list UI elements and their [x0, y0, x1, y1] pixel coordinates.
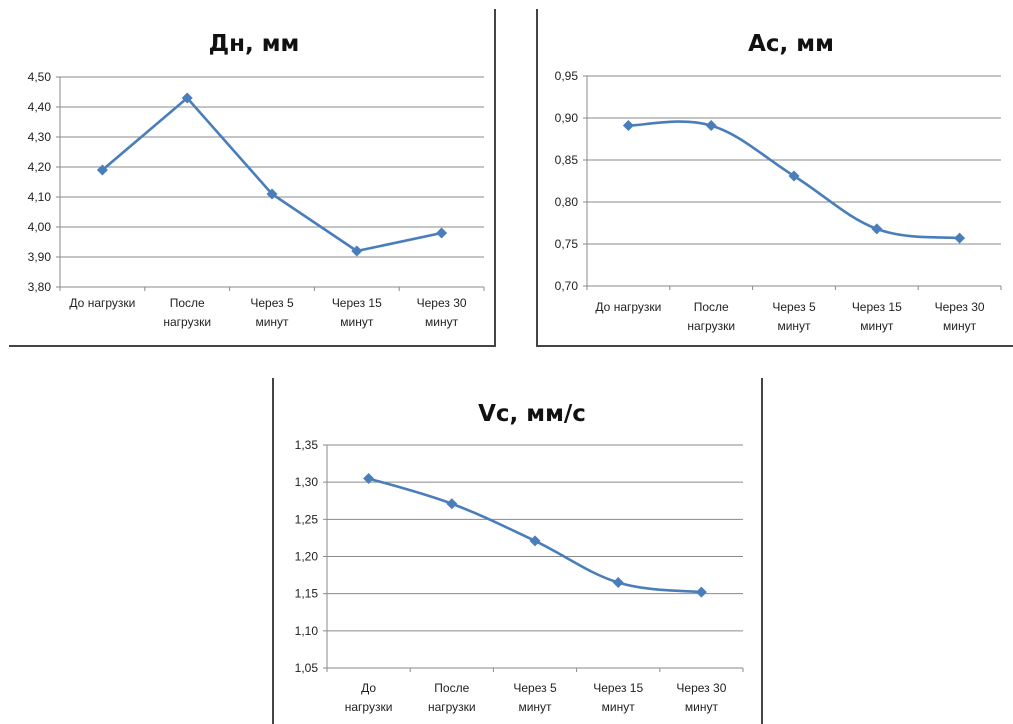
y-tick-label: 4,10 — [28, 190, 52, 204]
data-point-marker — [695, 586, 707, 598]
y-tick-label: 1,15 — [295, 587, 319, 601]
data-point-marker — [96, 164, 108, 176]
y-tick-label: 4,00 — [28, 220, 52, 234]
y-tick-label: 0,90 — [555, 111, 579, 125]
y-tick-label: 3,90 — [28, 250, 52, 264]
data-point-marker — [181, 92, 193, 104]
data-point-marker — [871, 223, 883, 235]
series-line — [101, 96, 443, 253]
chart-title: Дн, мм — [209, 31, 300, 57]
chart-dn-svg: Дн, мм 3,80 3,90 4,00 4,10 4,20 4,30 4,40 4,50 До… — [28, 31, 485, 329]
data-point-marker — [954, 232, 966, 244]
x-tick-label: После — [694, 300, 729, 314]
x-tick-label: Через 15 — [852, 300, 902, 314]
data-point-marker — [622, 120, 634, 132]
x-tick-label: минут — [777, 319, 811, 333]
data-point-marker — [351, 245, 363, 257]
x-tick-label: минут — [255, 315, 289, 329]
data-point-marker — [612, 577, 624, 589]
x-tick-label: После — [170, 296, 205, 310]
x-tick-label: минут — [425, 315, 459, 329]
x-tick-label: минут — [340, 315, 374, 329]
x-tick-label: Через 15 — [332, 296, 382, 310]
y-tick-label: 1,35 — [295, 438, 319, 452]
y-tick-label: 4,50 — [28, 70, 52, 84]
x-tick-label: Через 30 — [676, 681, 726, 695]
chart-dn: Дн, мм 3,80 3,90 4,00 4,10 4,20 4,30 4,40 4,50 До… — [9, 9, 496, 347]
x-tick-label: Через 30 — [935, 300, 985, 314]
y-tick-label: 4,20 — [28, 160, 52, 174]
data-point-marker — [705, 120, 717, 132]
data-point-marker — [446, 498, 458, 510]
x-tick-label: минут — [518, 700, 552, 714]
x-tick-label: минут — [943, 319, 977, 333]
y-tick-label: 0,85 — [555, 153, 579, 167]
data-point-marker — [529, 535, 541, 547]
y-tick-label: 1,20 — [295, 550, 319, 564]
data-point-marker — [266, 188, 278, 200]
x-tick-label: минут — [602, 700, 636, 714]
y-tick-label: 4,40 — [28, 100, 52, 114]
y-tick-label: 1,30 — [295, 475, 319, 489]
x-tick-label: Через 5 — [772, 300, 816, 314]
x-tick-label: минут — [860, 319, 894, 333]
series-line — [367, 477, 703, 594]
y-tick-label: 1,05 — [295, 661, 319, 675]
x-tick-label: После — [434, 681, 469, 695]
data-point-marker — [363, 472, 375, 484]
chart-title: Ас, мм — [748, 31, 834, 57]
x-tick-label: минут — [685, 700, 719, 714]
chart-vc-svg: Vc, мм/с 1,05 1,10 1,15 1,20 1,25 1,30 1,35 До на… — [295, 401, 744, 714]
y-tick-label: 1,25 — [295, 512, 319, 526]
chart-title: Vc, мм/с — [478, 401, 586, 427]
y-tick-label: 0,95 — [555, 69, 579, 83]
x-tick-label: нагрузки — [687, 319, 735, 333]
y-tick-label: 0,70 — [555, 279, 579, 293]
x-tick-label: До нагрузки — [69, 296, 135, 310]
data-point-marker — [788, 170, 800, 182]
x-tick-label: Через 15 — [593, 681, 643, 695]
chart-as-svg: Ас, мм 0,70 0,75 0,80 0,85 0,90 0,95 До нагрузк… — [555, 31, 1002, 333]
chart-as: Ас, мм 0,70 0,75 0,80 0,85 0,90 0,95 До нагрузк… — [536, 9, 1013, 347]
y-tick-label: 4,30 — [28, 130, 52, 144]
x-tick-label: нагрузки — [428, 700, 476, 714]
x-tick-label: До — [361, 681, 376, 695]
y-tick-label: 1,10 — [295, 624, 319, 638]
x-tick-label: Через 5 — [250, 296, 294, 310]
y-tick-label: 0,80 — [555, 195, 579, 209]
x-tick-label: нагрузки — [345, 700, 393, 714]
x-tick-label: До нагрузки — [595, 300, 661, 314]
x-tick-label: нагрузки — [163, 315, 211, 329]
x-tick-label: Через 5 — [513, 681, 557, 695]
chart-vc: Vc, мм/с 1,05 1,10 1,15 1,20 1,25 1,30 1,35 До на… — [272, 378, 763, 724]
y-tick-label: 3,80 — [28, 280, 52, 294]
y-tick-label: 0,75 — [555, 237, 579, 251]
data-point-marker — [436, 227, 448, 239]
x-tick-label: Через 30 — [417, 296, 467, 310]
